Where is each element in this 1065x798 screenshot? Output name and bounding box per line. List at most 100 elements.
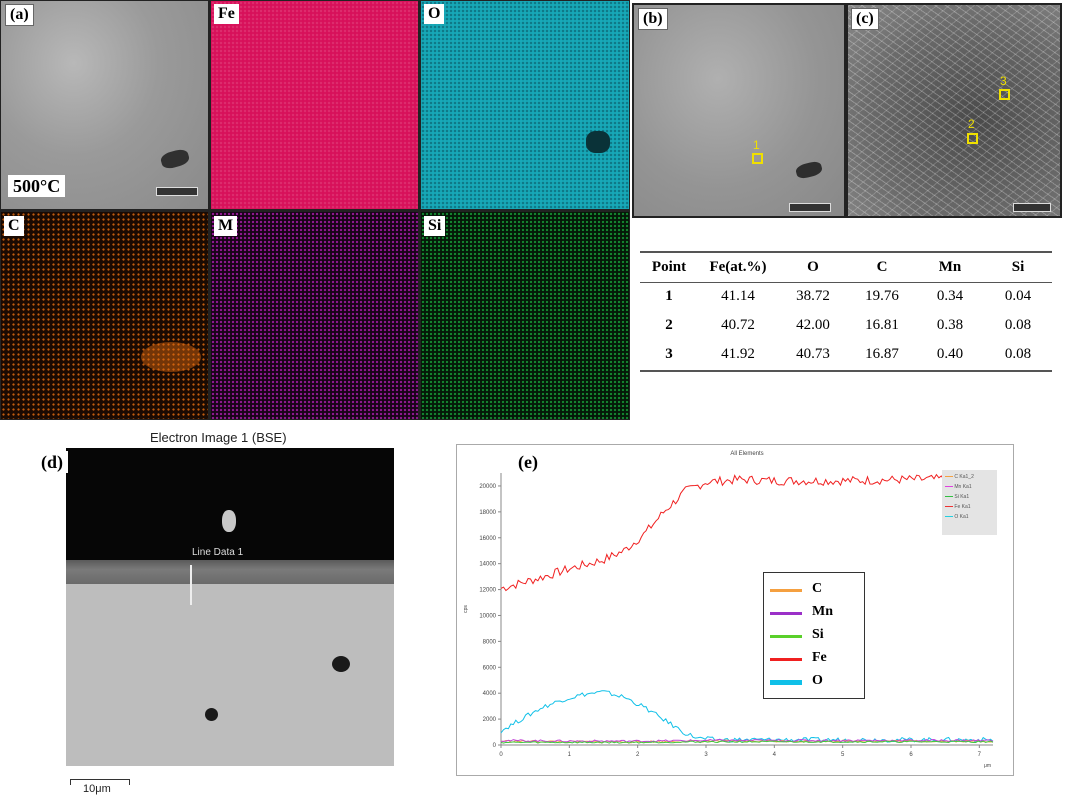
eds-map-c-label: C	[4, 216, 24, 236]
carbon-cluster	[141, 342, 201, 372]
x-tick-label: 4	[773, 752, 777, 758]
legend-swatch	[770, 658, 802, 661]
table-row: 1 41.14 38.72 19.76 0.34 0.04	[640, 282, 1052, 311]
x-tick-label: 7	[978, 752, 982, 758]
inset-legend-item: Mn Ka1	[945, 482, 994, 492]
legend-item-fe: Fe	[770, 650, 860, 670]
y-tick-label: 18000	[479, 510, 496, 516]
bse-scale-label: 10μm	[83, 783, 111, 795]
series-line-fe	[500, 473, 994, 592]
legend-label: Si	[812, 627, 824, 642]
y-axis-label: cps	[463, 605, 469, 613]
y-tick-label: 14000	[479, 562, 496, 568]
legend-label: Fe	[812, 650, 827, 665]
cell: 40.73	[796, 346, 830, 362]
legend-swatch	[770, 680, 802, 685]
y-tick-label: 4000	[483, 691, 497, 697]
point-label-2: 2	[968, 117, 975, 131]
table-header-row: Point Fe(at.%) O C Mn Si	[640, 253, 1052, 282]
scale-bar	[156, 187, 198, 196]
cell: 0.08	[1004, 317, 1032, 333]
inset-legend-item: O Ka1	[945, 512, 994, 522]
oxide-layer	[66, 560, 394, 584]
cell: 0.40	[936, 346, 964, 362]
dark-particle	[159, 147, 191, 171]
legend-label: O	[812, 673, 823, 688]
series-line-o	[500, 690, 994, 743]
cell: 40.72	[721, 317, 755, 333]
x-tick-label: 6	[909, 752, 913, 758]
inset-legend-item: Si Ka1	[945, 492, 994, 502]
cell: 0.04	[1004, 288, 1032, 304]
legend-swatch	[770, 612, 802, 615]
cell: 16.81	[865, 317, 899, 333]
table-row: 2 40.72 42.00 16.81 0.38 0.08	[640, 311, 1052, 340]
cell: 2	[665, 317, 673, 333]
x-tick-label: 1	[568, 752, 572, 758]
eds-map-o	[421, 1, 629, 209]
cell: 42.00	[796, 317, 830, 333]
cell: 19.76	[865, 288, 899, 304]
table-row: 3 41.92 40.73 16.87 0.40 0.08	[640, 340, 1052, 369]
legend-swatch	[770, 589, 802, 592]
y-tick-label: 2000	[483, 717, 497, 723]
dark-spot	[586, 131, 610, 153]
linescan-chart-frame: All Elements 0 2000 4000 6000 8000 10000 12000 1…	[456, 444, 1014, 776]
bse-scale-bar	[70, 779, 130, 785]
eds-map-si-label: Si	[424, 216, 446, 236]
inclusion-dot	[332, 656, 350, 672]
panel-c-label: (c)	[851, 8, 879, 30]
x-tick-label: 2	[636, 752, 640, 758]
point-composition-table: Point Fe(at.%) O C Mn Si 1 41.14 38.72 1…	[640, 253, 1052, 369]
point-marker-3	[999, 89, 1010, 100]
inset-legend-item: Fe Ka1	[945, 502, 994, 512]
y-tick-label: 6000	[483, 665, 497, 671]
point-label-3: 3	[1000, 74, 1007, 88]
inset-legend-item: C Ka1_2	[945, 472, 994, 482]
y-tick-label: 8000	[483, 639, 497, 645]
table-bottom-rule	[640, 370, 1052, 372]
element-legend: C Mn Si Fe O	[763, 572, 865, 699]
panel-b-label: (b)	[638, 8, 668, 30]
temperature-label: 500°C	[8, 175, 66, 197]
bse-image: Line Data 1	[66, 448, 394, 766]
cell: 1	[665, 288, 673, 304]
y-tick-label: 16000	[479, 536, 496, 542]
line-scan-label: Line Data 1	[192, 547, 244, 558]
eds-map-mn	[211, 212, 418, 419]
col-o: O	[807, 259, 819, 275]
inclusion-dot	[205, 708, 218, 721]
cell: 41.14	[721, 288, 755, 304]
scale-bar	[789, 203, 831, 212]
cell: 0.38	[936, 317, 964, 333]
col-point: Point	[651, 259, 687, 275]
x-tick-label: 0	[499, 752, 503, 758]
table-header-rule	[640, 282, 1052, 283]
sem-image-c: 3 2	[848, 5, 1060, 216]
eds-map-si	[421, 212, 629, 419]
col-si: Si	[1011, 259, 1025, 275]
point-marker-1	[752, 153, 763, 164]
y-tick-label: 20000	[479, 484, 496, 490]
panel-a-label: (a)	[5, 4, 34, 26]
legend-item-si: Si	[770, 627, 860, 647]
eds-map-fe	[211, 1, 418, 209]
legend-item-mn: Mn	[770, 604, 860, 624]
panel-e-label: (e)	[518, 452, 538, 472]
legend-label: C	[812, 581, 823, 596]
series-line-si	[500, 740, 994, 744]
chart-title: All Elements	[730, 451, 763, 457]
sem-image-b: 1	[634, 5, 844, 216]
legend-item-o: O	[770, 673, 860, 693]
panel-d-label: (d)	[36, 451, 68, 473]
cell: 41.92	[721, 346, 755, 362]
cell: 0.34	[936, 288, 964, 304]
eds-map-fe-label: Fe	[214, 4, 239, 24]
cell: 0.08	[1004, 346, 1032, 362]
dark-particle	[794, 159, 824, 181]
y-tick-label: 0	[493, 743, 497, 749]
series-line-mn	[500, 738, 994, 743]
y-tick-label: 10000	[479, 613, 496, 619]
col-mn: Mn	[938, 259, 962, 275]
bse-image-title: Electron Image 1 (BSE)	[150, 430, 287, 445]
